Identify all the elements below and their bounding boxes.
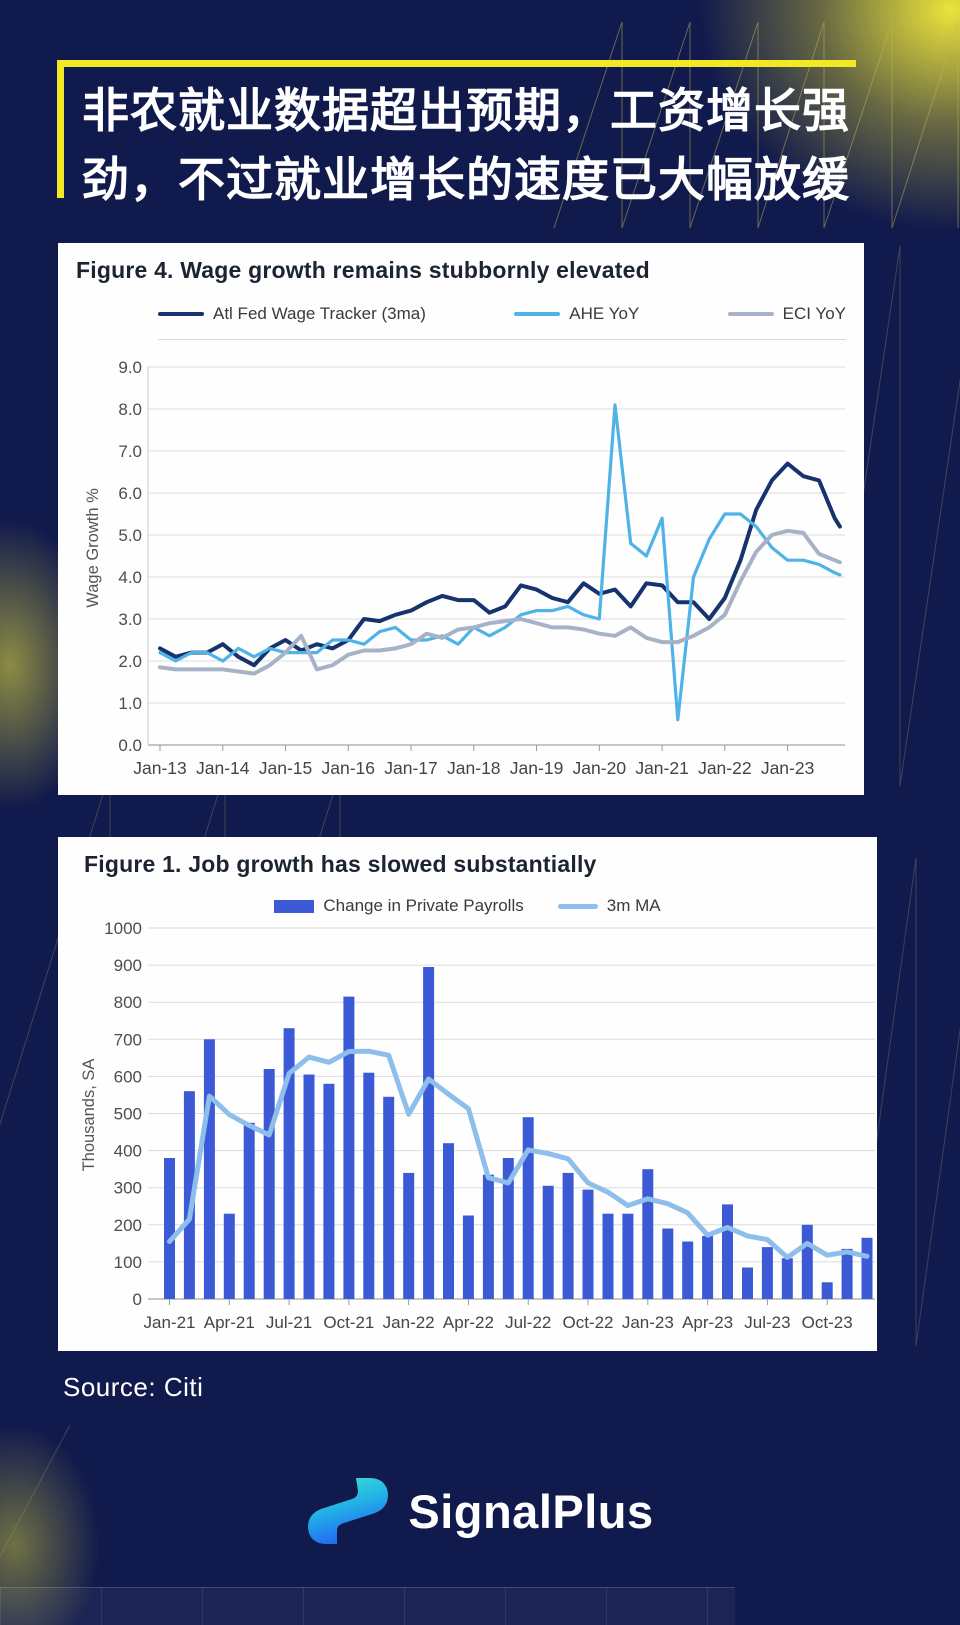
svg-text:Jan-14: Jan-14 [196,758,250,778]
legend-item-eci: ECI YoY [727,304,846,324]
svg-text:Jan-23: Jan-23 [761,758,815,778]
figure1-plot: 0 100 200 300 400 500 600 700 800 900 1000 Jan-21 Ap… [80,919,875,1332]
figure4-legend: Atl Fed Wage Tracker (3ma) AHE YoY ECI Y… [158,304,846,340]
svg-text:7.0: 7.0 [118,442,142,461]
figure1-legend: Change in Private Payrolls 3m MA [58,896,877,916]
ma-line-swatch [557,903,598,909]
svg-text:600: 600 [114,1067,142,1086]
svg-text:Jul-21: Jul-21 [266,1313,312,1332]
svg-text:6.0: 6.0 [118,484,142,503]
svg-text:500: 500 [114,1105,142,1124]
svg-text:1000: 1000 [104,919,142,938]
signalplus-logo-icon [308,1478,389,1544]
svg-text:100: 100 [114,1253,142,1272]
brand-logo: SignalPlus [0,1478,960,1544]
svg-text:Jul-22: Jul-22 [505,1313,551,1332]
figure1-card: Figure 1. Job growth has slowed substant… [58,837,877,1351]
svg-text:0: 0 [133,1290,142,1309]
svg-text:5.0: 5.0 [118,526,142,545]
svg-text:Jan-21: Jan-21 [144,1313,196,1332]
legend-label-ahe: AHE YoY [569,304,640,323]
svg-text:Jan-18: Jan-18 [447,758,501,778]
svg-text:Jan-22: Jan-22 [698,758,752,778]
svg-text:1.0: 1.0 [118,694,142,713]
page-title-line1: 非农就业数据超出预期，工资增长强 [82,84,850,137]
figure4-title: Figure 4. Wage growth remains stubbornly… [76,257,650,283]
svg-text:4.0: 4.0 [118,568,142,587]
headline-block: 非农就业数据超出预期，工资增长强 劲，不过就业增长的速度已大幅放缓 [57,60,859,214]
svg-text:200: 200 [114,1216,142,1235]
svg-text:Apr-22: Apr-22 [443,1313,494,1332]
svg-text:Jan-19: Jan-19 [510,758,564,778]
legend-label-atl-fed: Atl Fed Wage Tracker (3ma) [213,304,426,323]
legend-item-3m-ma: 3m MA [557,896,661,916]
svg-text:3.0: 3.0 [118,610,142,629]
svg-text:Apr-23: Apr-23 [682,1313,733,1332]
svg-text:Jan-13: Jan-13 [133,758,187,778]
svg-text:0.0: 0.0 [118,736,142,755]
legend-item-ahe: AHE YoY [514,304,639,324]
page-title-line2: 劲，不过就业增长的速度已大幅放缓 [82,153,850,206]
svg-text:Wage Growth %: Wage Growth % [84,488,102,608]
svg-text:Jan-23: Jan-23 [622,1313,674,1332]
accent-line-left [57,60,64,198]
footer-grid-strip [0,1587,735,1625]
payrolls-bar-swatch [274,899,315,913]
svg-text:Oct-23: Oct-23 [802,1313,853,1332]
legend-label-payrolls: Change in Private Payrolls [323,896,524,915]
svg-text:Jan-20: Jan-20 [573,758,627,778]
legend-label-3m-ma: 3m MA [606,896,661,915]
figure1-title: Figure 1. Job growth has slowed substant… [84,851,597,877]
svg-text:Jan-17: Jan-17 [384,758,438,778]
svg-text:9.0: 9.0 [118,358,142,377]
legend-item-payrolls: Change in Private Payrolls [274,896,524,916]
svg-text:8.0: 8.0 [118,400,142,419]
svg-text:300: 300 [114,1179,142,1198]
svg-text:Jan-21: Jan-21 [635,758,689,778]
ahe-line-swatch [514,312,561,316]
svg-text:Jan-22: Jan-22 [383,1313,435,1332]
accent-line-top [57,60,856,67]
brand-name: SignalPlus [408,1484,654,1538]
source-note: Source: Citi [63,1372,204,1402]
figure4-card: Figure 4. Wage growth remains stubbornly… [58,243,864,795]
svg-text:Jul-23: Jul-23 [744,1313,790,1332]
svg-text:Oct-22: Oct-22 [563,1313,614,1332]
eci-line-swatch [727,312,774,316]
svg-text:Thousands, SA: Thousands, SA [80,1059,98,1172]
page-title: 非农就业数据超出预期，工资增长强 劲，不过就业增长的速度已大幅放缓 [57,60,859,214]
svg-text:Oct-21: Oct-21 [323,1313,374,1332]
svg-text:400: 400 [114,1142,142,1161]
svg-text:Jan-16: Jan-16 [322,758,376,778]
legend-label-eci: ECI YoY [782,304,846,323]
svg-text:Apr-21: Apr-21 [204,1313,255,1332]
svg-text:2.0: 2.0 [118,652,142,671]
legend-item-atl-fed: Atl Fed Wage Tracker (3ma) [158,304,426,324]
svg-text:700: 700 [114,1030,142,1049]
svg-text:Jan-15: Jan-15 [259,758,313,778]
svg-text:900: 900 [114,956,142,975]
atl-fed-line-swatch [158,312,204,316]
figure4-plot: 0.0 1.0 2.0 3.0 4.0 5.0 6.0 7.0 8.0 9.0 Jan-13 Jan-… [84,358,845,778]
svg-text:800: 800 [114,993,142,1012]
